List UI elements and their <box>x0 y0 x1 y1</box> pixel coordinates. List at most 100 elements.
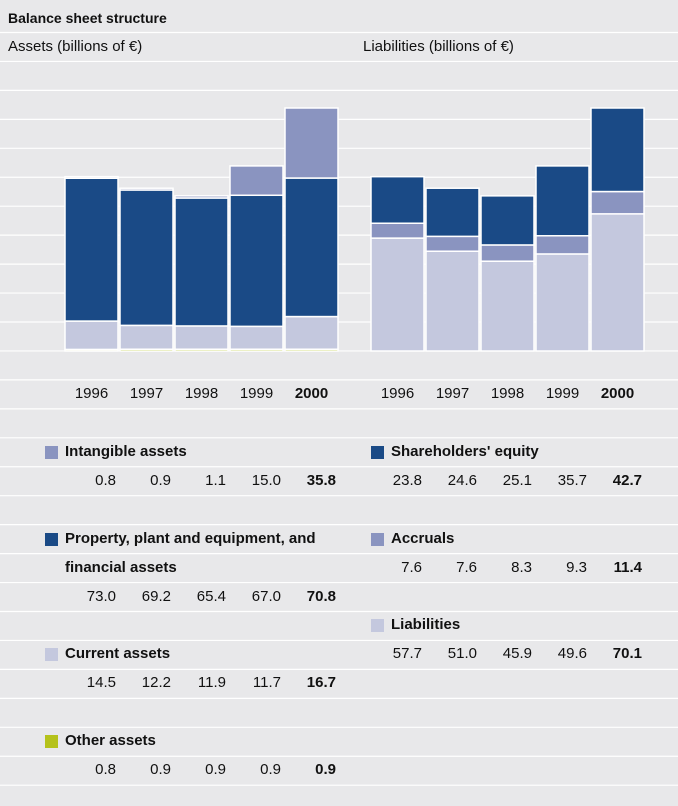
bar-segment <box>229 325 284 350</box>
legend-entry: Other assets 0.8 0.9 0.9 0.9 0.9 <box>45 727 345 785</box>
value-label: 35.7 <box>557 471 587 489</box>
legend-entry: Shareholders' equity 23.8 24.6 25.1 35.7 42.7 <box>371 438 671 496</box>
value-label: 45.9 <box>502 645 532 663</box>
legend-label: Property, plant and equipment, and finan… <box>45 525 333 583</box>
bar-segment <box>174 197 229 327</box>
x-tick-label: 2000 <box>600 385 635 403</box>
value-label: 51.0 <box>447 645 477 663</box>
value-label: 35.8 <box>306 471 336 489</box>
bar-segment <box>64 320 119 351</box>
bar-segment <box>425 187 480 238</box>
legend-swatch <box>45 445 58 459</box>
value-label: 0.8 <box>95 471 116 489</box>
legend-label: Current assets <box>45 640 333 669</box>
value-label: 0.9 <box>315 761 336 779</box>
bar-segment <box>480 244 535 262</box>
bar-segment <box>284 315 339 350</box>
value-label: 1.1 <box>205 471 226 489</box>
value-label: 0.9 <box>260 761 281 779</box>
legend-swatch <box>45 532 58 546</box>
value-row: 0.8 0.9 1.1 15.0 35.8 <box>45 467 345 496</box>
bar-segment <box>535 165 590 237</box>
value-row: 0.8 0.9 0.9 0.9 0.9 <box>45 756 345 785</box>
bar-segment <box>119 324 174 350</box>
bar-segment <box>370 222 425 239</box>
legend-swatch <box>45 735 58 749</box>
bar-segment <box>174 195 229 199</box>
x-tick-label: 1999 <box>239 385 274 403</box>
bar-segment <box>229 194 284 328</box>
value-label: 11.9 <box>197 674 226 692</box>
chart-subtitle: Assets (billions of €) <box>8 37 143 55</box>
legend-label: Accruals <box>371 525 659 554</box>
value-label: 7.6 <box>401 558 422 576</box>
x-tick-label: 2000 <box>294 385 329 403</box>
x-tick-label: 1999 <box>545 385 580 403</box>
value-label: 7.6 <box>456 558 477 576</box>
value-label: 24.6 <box>447 471 477 489</box>
value-label: 12.2 <box>141 674 171 692</box>
value-label: 42.7 <box>612 471 642 489</box>
value-label: 11.4 <box>613 558 642 576</box>
bar-segment <box>370 175 425 224</box>
x-tick-label: 1998 <box>184 385 219 403</box>
value-label: 67.0 <box>251 587 281 605</box>
bar-segment <box>229 165 284 197</box>
legend-entry: Current assets 14.5 12.2 11.9 11.7 16.7 <box>45 640 345 698</box>
legend: Shareholders' equity 23.8 24.6 25.1 35.7 42.7… <box>371 438 671 698</box>
value-label: 8.3 <box>511 558 532 576</box>
value-label: 0.8 <box>95 761 116 779</box>
value-label: 11.7 <box>252 674 281 692</box>
x-tick-label: 1996 <box>380 385 415 403</box>
bar-segment <box>535 253 590 352</box>
value-label: 25.1 <box>502 471 532 489</box>
bar-segment <box>425 235 480 252</box>
bar-segment <box>590 213 645 352</box>
bar-segment <box>425 250 480 352</box>
bar-segment <box>174 325 229 350</box>
value-row: 7.6 7.6 8.3 9.3 11.4 <box>371 554 671 583</box>
value-label: 0.9 <box>150 471 171 489</box>
value-label: 14.5 <box>86 674 116 692</box>
legend-entry: Accruals 7.6 7.6 8.3 9.3 11.4 <box>371 525 671 583</box>
legend-swatch <box>45 648 58 662</box>
value-row: 14.5 12.2 11.9 11.7 16.7 <box>45 669 345 698</box>
value-label: 65.4 <box>196 587 226 605</box>
bar-segment <box>590 190 645 215</box>
value-row: 73.0 69.2 65.4 67.0 70.8 <box>45 583 345 612</box>
value-label: 70.8 <box>306 587 336 605</box>
bar-segment <box>284 177 339 318</box>
legend-label: Liabilities <box>371 611 659 640</box>
legend: Intangible assets 0.8 0.9 1.1 15.0 35.8 Proper… <box>45 438 345 806</box>
legend-swatch <box>371 445 384 459</box>
bar-segment <box>590 107 645 193</box>
value-label: 73.0 <box>86 587 116 605</box>
x-tick-label: 1996 <box>74 385 109 403</box>
x-tick-label: 1998 <box>490 385 525 403</box>
legend-label: Intangible assets <box>45 438 333 467</box>
legend-entry: Liabilities 57.7 51.0 45.9 49.6 70.1 <box>371 611 671 669</box>
bar-segment <box>370 237 425 352</box>
bar-segment <box>480 260 535 352</box>
bar-segment <box>64 177 119 322</box>
legend-label: Other assets <box>45 727 333 756</box>
legend-swatch <box>371 532 384 546</box>
legend-entry: Intangible assets 0.8 0.9 1.1 15.0 35.8 <box>45 438 345 496</box>
value-label: 0.9 <box>205 761 226 779</box>
value-label: 16.7 <box>306 674 336 692</box>
bar-segment <box>284 107 339 179</box>
legend-label: Shareholders' equity <box>371 438 659 467</box>
value-label: 70.1 <box>612 645 642 663</box>
page-title: Balance sheet structure <box>8 10 167 26</box>
value-label: 15.0 <box>251 471 281 489</box>
legend-swatch <box>371 619 384 633</box>
chart-subtitle: Liabilities (billions of €) <box>363 37 514 55</box>
value-label: 9.3 <box>566 558 587 576</box>
value-label: 23.8 <box>392 471 422 489</box>
value-label: 69.2 <box>141 587 171 605</box>
bar-segment <box>119 189 174 327</box>
value-row: 57.7 51.0 45.9 49.6 70.1 <box>371 640 671 669</box>
x-tick-label: 1997 <box>435 385 470 403</box>
